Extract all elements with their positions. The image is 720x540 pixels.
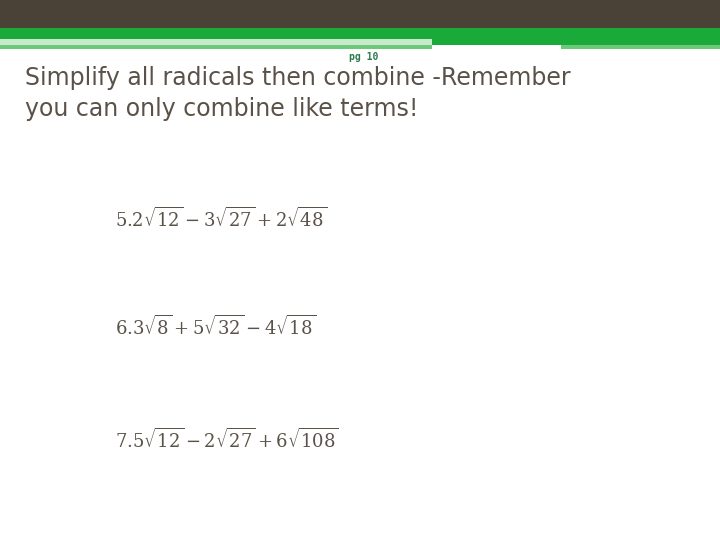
Text: Simplify all radicals then combine -Remember
you can only combine like terms!: Simplify all radicals then combine -Reme… [25, 66, 571, 120]
Bar [0, 28, 720, 39]
Bar [0, 45, 432, 49]
Text: $5.2\sqrt{12} - 3\sqrt{27} + 2\sqrt{48}$: $5.2\sqrt{12} - 3\sqrt{27} + 2\sqrt{48}$ [115, 207, 327, 231]
Bar [561, 45, 720, 49]
Bar [432, 39, 720, 45]
Bar [0, 0, 720, 28]
Bar [0, 39, 432, 45]
Text: pg 10: pg 10 [349, 52, 378, 62]
Text: $6.3\sqrt{8} + 5\sqrt{32} - 4\sqrt{18}$: $6.3\sqrt{8} + 5\sqrt{32} - 4\sqrt{18}$ [115, 315, 316, 339]
Text: $7.5\sqrt{12} - 2\sqrt{27} + 6\sqrt{108}$: $7.5\sqrt{12} - 2\sqrt{27} + 6\sqrt{108}… [115, 428, 339, 452]
Bar [432, 45, 561, 49]
